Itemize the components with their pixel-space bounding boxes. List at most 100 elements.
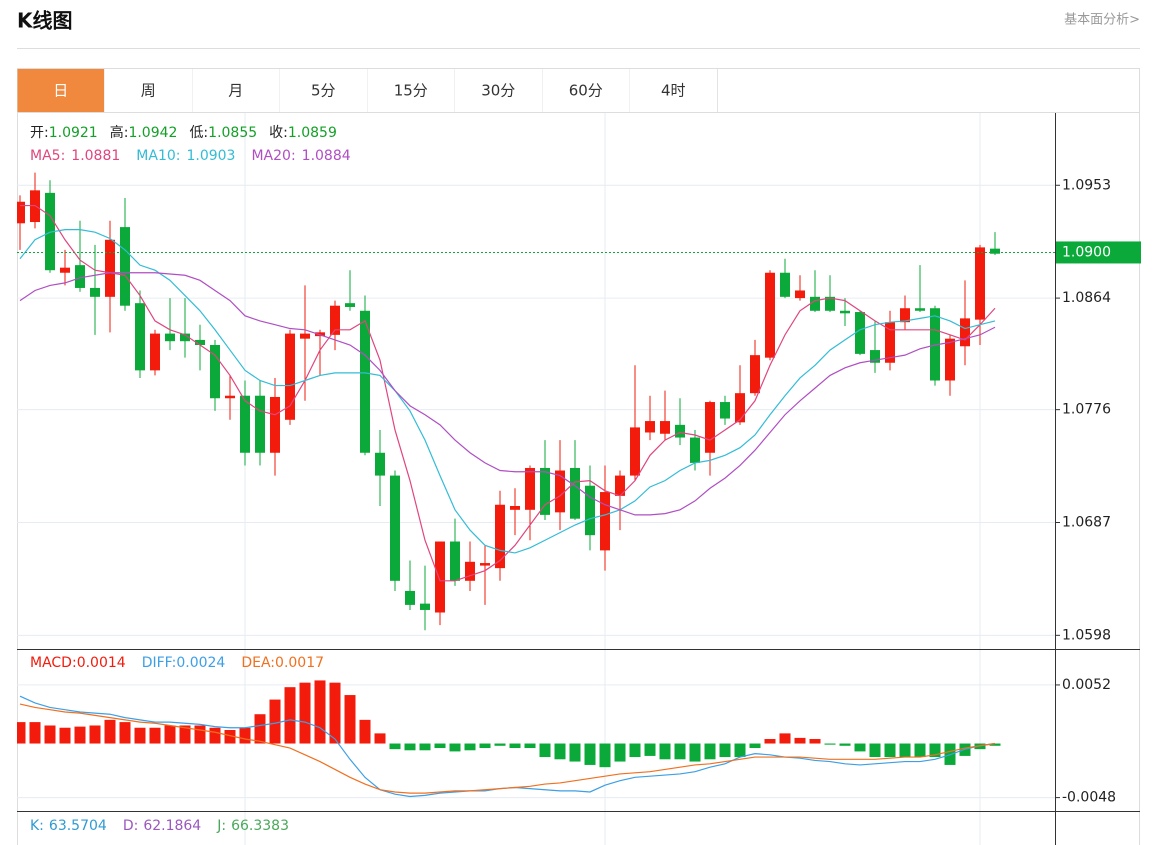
candle-body <box>285 333 295 420</box>
candle-body <box>945 338 955 381</box>
legend-value: 0.0024 <box>176 655 225 671</box>
tab-label[interactable]: 4时 <box>661 82 686 100</box>
macd-bar <box>89 725 101 744</box>
tab-label[interactable]: 日 <box>53 82 68 100</box>
tab-label[interactable]: 60分 <box>569 82 603 100</box>
candle-body <box>765 272 775 358</box>
macd-bar <box>74 726 86 744</box>
macd-bar <box>329 682 341 744</box>
legend-label: MA20: <box>251 148 295 164</box>
macd-bar <box>179 725 191 744</box>
macd-bar <box>644 743 656 756</box>
legend-label: MA10: <box>136 148 180 164</box>
tab-bg[interactable] <box>367 69 455 112</box>
macd-bar <box>209 727 221 744</box>
candle-body <box>360 310 370 453</box>
candle-body <box>645 421 655 433</box>
macd-bar <box>824 743 836 745</box>
candle-body <box>45 192 55 271</box>
candle-body <box>75 265 85 288</box>
y-tick-label: 0.0052 <box>1062 677 1111 693</box>
candle-body <box>120 227 130 306</box>
macd-bar <box>344 695 356 744</box>
macd-bar <box>674 743 686 760</box>
tab-label[interactable]: 5分 <box>311 82 336 100</box>
macd-bar <box>509 743 521 749</box>
macd-bar <box>899 743 911 758</box>
macd-bar <box>854 743 866 752</box>
candle-body <box>270 396 280 453</box>
candle-body <box>480 563 490 566</box>
tab-label[interactable]: 周 <box>141 82 156 100</box>
legend-label: K: <box>30 818 44 834</box>
macd-bar <box>359 719 371 744</box>
macd-bar <box>629 743 641 758</box>
legend-value: 62.1864 <box>143 818 201 834</box>
tab-bg[interactable] <box>280 69 367 112</box>
legend-value: 1.0921 <box>49 125 98 141</box>
candle-body <box>150 333 160 371</box>
candle-body <box>240 395 250 453</box>
page-title: K线图 <box>17 9 73 33</box>
candle-body <box>465 561 475 581</box>
ma-line <box>19 272 996 516</box>
tab-bg[interactable] <box>455 69 542 112</box>
tab-bg[interactable] <box>105 69 192 112</box>
macd-bar <box>614 743 626 762</box>
ma-line <box>19 229 996 554</box>
candle-body <box>60 267 70 273</box>
tab-label[interactable]: 15分 <box>394 82 428 100</box>
macd-bar <box>59 727 71 744</box>
fundamental-link[interactable]: 基本面分析> <box>1064 13 1140 28</box>
macd-bar <box>914 743 926 758</box>
y-tick-label: 1.0687 <box>1062 514 1111 530</box>
macd-bar <box>194 725 206 744</box>
tab-label[interactable]: 月 <box>228 82 243 100</box>
candle-body <box>750 355 760 394</box>
legend-label: J: <box>216 818 226 834</box>
macd-bar <box>389 743 401 750</box>
legend-value: 0.0014 <box>77 655 126 671</box>
candle-body <box>795 290 805 299</box>
tab-bg[interactable] <box>17 69 105 112</box>
candle-body <box>930 308 940 381</box>
macd-bar <box>869 743 881 758</box>
legend-value: 1.0881 <box>71 148 120 164</box>
legend-value: 1.0855 <box>208 125 257 141</box>
candle-body <box>315 332 325 337</box>
macd-bar <box>404 743 416 751</box>
candle-body <box>255 395 265 453</box>
legend-value: 66.3383 <box>231 818 289 834</box>
macd-bar <box>269 699 281 744</box>
candle-body <box>330 305 340 335</box>
legend-value: 63.5704 <box>49 818 107 834</box>
macd-bar <box>224 730 236 744</box>
candle-body <box>600 492 610 551</box>
macd-bar <box>989 743 1001 746</box>
macd-bar <box>569 743 581 762</box>
macd-bar <box>494 743 506 746</box>
macd-bar <box>764 739 776 744</box>
tab-bg[interactable] <box>542 69 630 112</box>
legend-value: 1.0859 <box>288 125 337 141</box>
macd-bar <box>659 743 671 760</box>
legend-label: DEA: <box>241 655 275 671</box>
candle-body <box>900 308 910 323</box>
macd-bar <box>539 743 551 758</box>
tab-bg[interactable] <box>630 69 717 112</box>
plot-area <box>17 172 1055 799</box>
legend-label: DIFF: <box>142 655 177 671</box>
y-tick-label: 1.0953 <box>1062 177 1111 193</box>
candle-body <box>195 339 205 346</box>
legend-label: 高: <box>110 124 129 141</box>
tab-bar: 日 周 月 5分 15分 30分 60分 4时 <box>17 69 718 112</box>
tab-label[interactable]: 30分 <box>481 82 515 100</box>
candle-body <box>855 312 865 354</box>
candle-body <box>885 322 895 363</box>
candle-body <box>405 590 415 605</box>
candle-body <box>735 393 745 423</box>
candle-body <box>690 437 700 463</box>
macd-bar <box>749 743 761 749</box>
candle-body <box>870 350 880 363</box>
tab-bg[interactable] <box>192 69 280 112</box>
